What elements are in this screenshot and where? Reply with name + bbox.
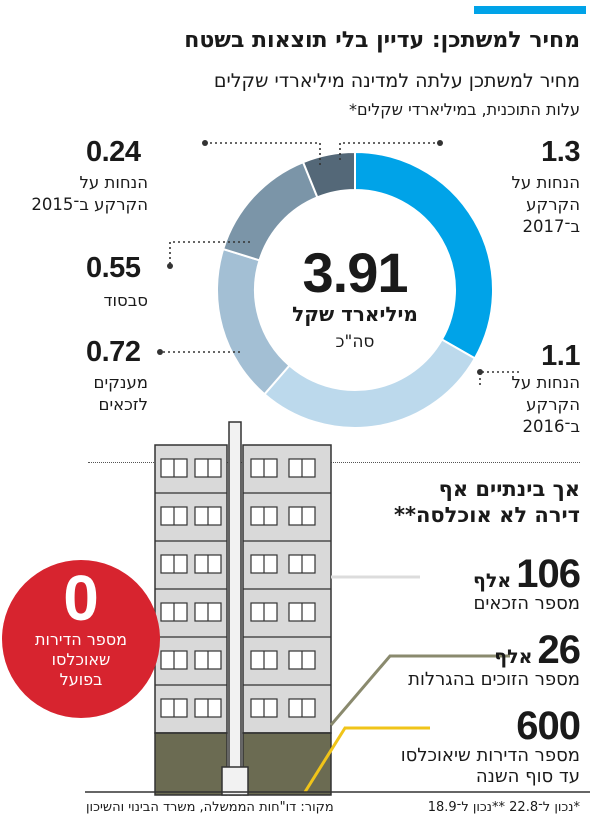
stat-occupy-label-2: עד סוף השנה <box>475 766 580 787</box>
slice-value-grants: 0.72 <box>86 336 141 368</box>
stat-eligible-number: 106 <box>516 552 581 596</box>
chart-note: עלות התוכנית, במיליארדי שקלים* <box>349 100 580 119</box>
section-divider <box>88 462 580 463</box>
building-door <box>221 766 249 796</box>
slice-value-2016: 1.1 <box>541 340 580 372</box>
stat-occupy-label: מספר הדירות שיאוכלסו <box>400 745 580 766</box>
slice-2015 <box>301 150 356 199</box>
slice-label-2016: הנחות על הקרקע ב־2016 <box>511 373 580 436</box>
stat-winners-unit: אלף <box>494 646 533 668</box>
leader-dot-2017 <box>437 140 443 146</box>
stat-eligible: אלף 106 מספר הזכאים <box>473 552 581 614</box>
source-note: מקור: דו"חות הממשלה, משרד הבינוי והשיכון <box>86 800 334 815</box>
leader-dot-2016 <box>477 369 483 375</box>
donut-unit: מיליארד שקל <box>292 302 418 326</box>
chart-subtitle: מחיר למשתכן עלתה למדינה מיליארדי שקלים <box>213 70 580 92</box>
stat-winners-label: מספר הזוכים בהגרלות <box>408 669 580 690</box>
leader-line-2017 <box>339 142 440 160</box>
page-title: מחיר למשתכן: עדיין בלי תוצאות בשטח <box>184 28 580 53</box>
donut-total: 3.91 <box>302 241 409 304</box>
slice-label-2017: הנחות על הקרקע ב־2017 <box>511 173 580 236</box>
pointer-occupy <box>303 726 430 793</box>
slice-label-subsidy: סבסוד <box>103 291 148 310</box>
building-ground-right <box>242 732 332 796</box>
donut-chart <box>157 140 522 429</box>
slice-label-grants: מענקים לזכאים <box>93 373 149 414</box>
apartments-heading: אך בינתיים אף דירה לא אוכלסה** <box>394 477 580 527</box>
building-ground-left <box>154 732 228 796</box>
slice-value-2017: 1.3 <box>541 136 580 168</box>
leader-line-2015 <box>205 142 321 165</box>
slice-value-2015: 0.24 <box>86 136 141 168</box>
badge-line-2: שאוכלסו <box>51 650 111 669</box>
footnote: *נכון ל־22.8 **נכון ל־18.9 <box>427 800 580 815</box>
leader-dot-subsidy <box>167 263 173 269</box>
leader-line-subsidy <box>169 241 250 266</box>
zero-occupied-badge: 0 מספר הדירות שאוכלסו בפועל <box>2 560 160 718</box>
stat-occupy-number: 600 <box>516 704 581 748</box>
stat-eligible-unit: אלף <box>473 570 512 592</box>
badge-number: 0 <box>63 562 99 634</box>
badge-line-1: מספר הדירות <box>34 630 128 649</box>
slice-label-2015: הנחות על הקרקע ב־2015 <box>31 173 148 214</box>
donut-sum-label: סה"כ <box>335 332 375 352</box>
leader-dot-2015 <box>202 140 208 146</box>
stat-winners: אלף 26 מספר הזוכים בהגרלות <box>408 628 581 690</box>
badge-line-3: בפועל <box>59 670 103 689</box>
stat-occupy-by-year-end: 600 מספר הדירות שיאוכלסו עד סוף השנה <box>400 704 581 787</box>
accent-bar <box>474 6 586 14</box>
slice-2016 <box>263 338 477 429</box>
leader-line-2016 <box>479 371 522 385</box>
building-illustration <box>85 421 590 796</box>
leader-dot-grants <box>157 349 163 355</box>
stat-eligible-label: מספר הזכאים <box>473 593 580 614</box>
pointer-winners <box>329 654 510 726</box>
slice-value-subsidy: 0.55 <box>86 252 141 284</box>
stat-winners-number: 26 <box>537 628 581 672</box>
building-column <box>228 421 242 796</box>
